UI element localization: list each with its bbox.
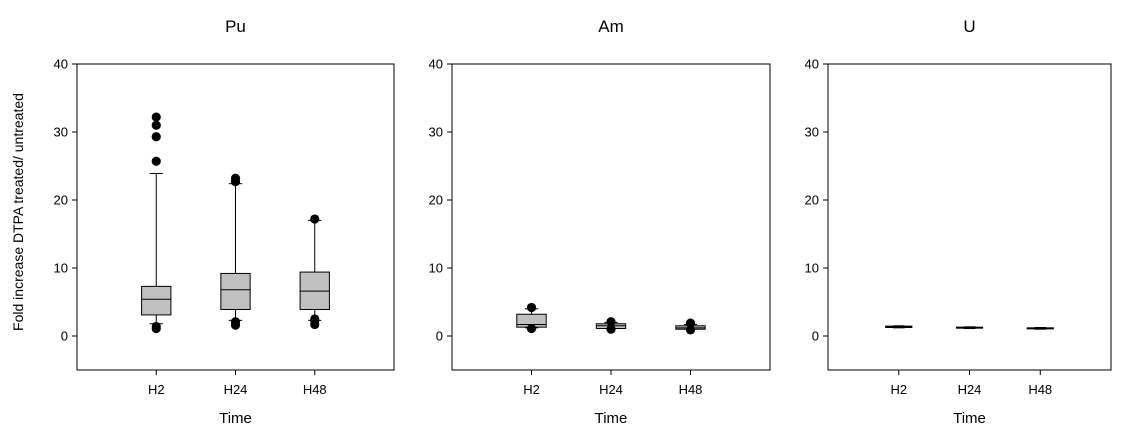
- outlier-point: [230, 173, 241, 183]
- x-axis-title: Time: [219, 410, 252, 427]
- y-tick-label: 20: [429, 193, 443, 208]
- x-tick-label: H24: [958, 382, 982, 397]
- x-tick-label: H24: [224, 382, 248, 397]
- box-h2: [885, 325, 913, 329]
- y-tick-label: 20: [805, 193, 819, 208]
- outlier-point: [230, 317, 241, 327]
- y-tick-label: 10: [54, 261, 68, 276]
- y-tick-label: 0: [812, 329, 819, 344]
- y-tick-label: 40: [54, 57, 68, 72]
- outlier-point: [151, 321, 161, 332]
- outlier-point: [606, 317, 616, 327]
- x-tick-label: H2: [890, 382, 907, 397]
- outlier-point: [310, 314, 320, 324]
- box-h24: [595, 317, 627, 334]
- outlier-point: [151, 120, 161, 130]
- y-tick-label: 40: [429, 57, 443, 72]
- x-tick-label: H48: [303, 382, 327, 397]
- x-tick-label: H24: [599, 382, 623, 397]
- box-h48: [675, 318, 706, 335]
- y-tick-label: 0: [61, 329, 68, 344]
- box-h2: [141, 112, 172, 334]
- panel-title: U: [963, 17, 975, 36]
- y-tick-label: 40: [805, 57, 819, 72]
- y-tick-label: 0: [436, 329, 443, 344]
- iqr-box: [220, 272, 251, 310]
- x-tick-label: H2: [523, 382, 540, 397]
- x-axis-title: Time: [595, 410, 628, 427]
- panel-title: Pu: [225, 17, 246, 36]
- panel-title: Am: [598, 17, 624, 36]
- iqr-box: [141, 285, 172, 316]
- panel-u: U 0 10 20 30 40 H2 H24 H48 Time: [805, 17, 1112, 427]
- y-tick-label: 10: [805, 261, 819, 276]
- outlier-point: [526, 323, 537, 334]
- y-tick-label: 20: [54, 193, 68, 208]
- outlier-point: [685, 325, 696, 335]
- outlier-point: [151, 132, 161, 142]
- x-tick-label: H2: [148, 382, 165, 397]
- x-tick-label: H48: [679, 382, 703, 397]
- x-tick-label: H48: [1028, 382, 1052, 397]
- outlier-point: [526, 302, 537, 313]
- box-h24: [220, 173, 251, 330]
- outlier-point: [685, 318, 696, 328]
- y-tick-label: 30: [54, 125, 68, 140]
- y-tick-label: 30: [429, 125, 443, 140]
- y-tick-label: 10: [429, 261, 443, 276]
- box-h48: [1026, 327, 1054, 330]
- box-h24: [955, 326, 984, 330]
- box-h2: [516, 302, 547, 334]
- plot-frame: [827, 63, 1112, 371]
- outlier-point: [151, 112, 161, 122]
- outlier-point: [151, 156, 161, 166]
- y-axis-title: Fold increase DTPA treated/ untreated: [10, 93, 26, 331]
- outlier-point: [310, 214, 320, 224]
- box-h48: [299, 214, 330, 330]
- panel-am: Am 0 10 20 30 40 H2 H24 H48 Time: [429, 17, 771, 427]
- panel-pu: Pu 0 10 20 30 40 H2 H24 H48 Time Fold increase DTP…: [10, 17, 395, 427]
- x-axis-title: Time: [953, 410, 986, 427]
- outlier-point: [606, 324, 616, 334]
- y-tick-label: 30: [805, 125, 819, 140]
